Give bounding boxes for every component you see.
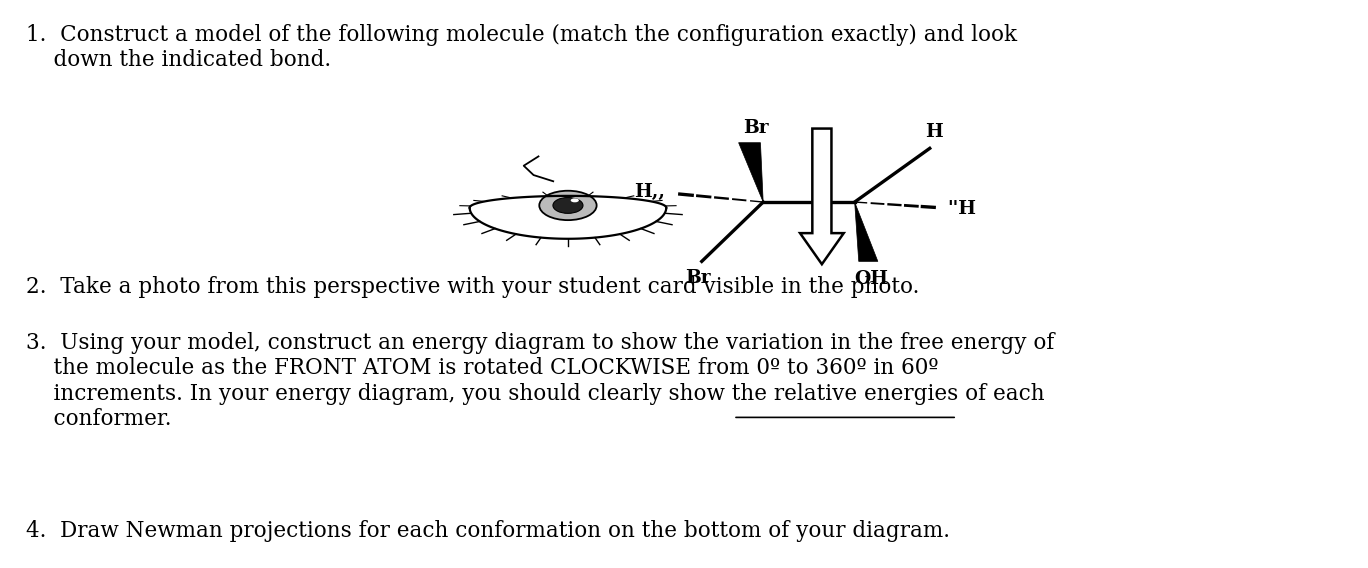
Text: H: H	[925, 123, 943, 141]
Ellipse shape	[539, 191, 596, 220]
Polygon shape	[739, 143, 763, 202]
Text: 4.  Draw Newman projections for each conformation on the bottom of your diagram.: 4. Draw Newman projections for each conf…	[26, 520, 949, 542]
Polygon shape	[800, 128, 844, 264]
Text: OH: OH	[854, 270, 888, 288]
Polygon shape	[469, 196, 666, 239]
Text: ''H: ''H	[948, 200, 977, 218]
Text: Br: Br	[685, 269, 710, 287]
Polygon shape	[855, 202, 878, 261]
Ellipse shape	[570, 198, 579, 202]
Text: 1.  Construct a model of the following molecule (match the configuration exactly: 1. Construct a model of the following mo…	[26, 24, 1016, 72]
Text: H,,: H,,	[633, 183, 665, 202]
Text: Br: Br	[744, 119, 769, 137]
Ellipse shape	[553, 198, 583, 214]
Text: 2.  Take a photo from this perspective with your student card visible in the pho: 2. Take a photo from this perspective wi…	[26, 275, 919, 298]
Text: 3.  Using your model, construct an energy diagram to show the variation in the f: 3. Using your model, construct an energy…	[26, 332, 1055, 430]
